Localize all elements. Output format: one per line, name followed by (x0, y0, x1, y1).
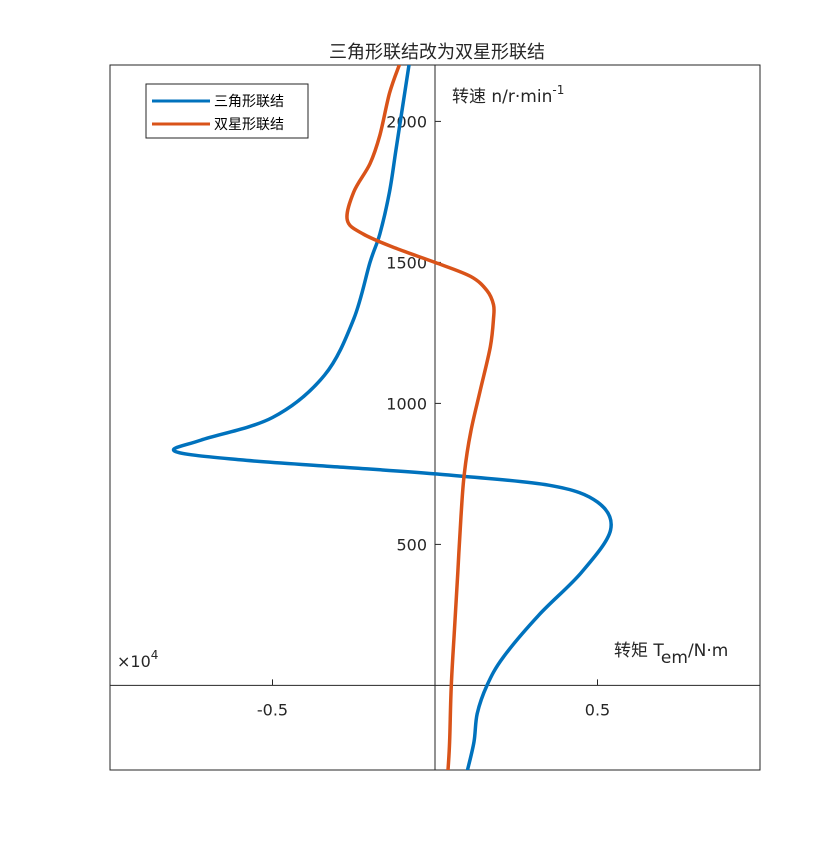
x-multiplier-prefix: ×10 (117, 652, 151, 671)
series-line-2 (345, 65, 496, 770)
x-axis-title-sub: em (661, 648, 688, 668)
chart-title: 三角形联结改为双星形联结 (329, 42, 545, 63)
x-axis-title-main: 转矩 T (614, 641, 664, 661)
y-axis-title-sup: -1 (552, 83, 564, 97)
legend-label-series-2: 双星形联结 (214, 117, 284, 133)
y-tick-label: 1500 (386, 253, 427, 272)
axes-group: -0.5 0.5 500 1000 1500 2000 (110, 65, 760, 770)
x-axis-title: 转矩 Tem/N·m (614, 641, 728, 668)
y-tick-label: 1000 (386, 394, 427, 413)
x-tick-label: 0.5 (585, 700, 610, 719)
legend-box (145, 83, 309, 139)
y-axis-title: 转速 n/r·min-1 (452, 83, 564, 107)
series-layer (171, 65, 613, 770)
legend: 三角形联结 双星形联结 (145, 83, 309, 139)
y-tick-label: 2000 (386, 112, 427, 131)
y-axis-title-main: 转速 n/r·min (452, 87, 552, 107)
x-axis-title-tail: /N·m (688, 641, 728, 661)
x-tick-label: -0.5 (257, 700, 288, 719)
x-axis-multiplier: ×104 (117, 648, 158, 671)
series-line-1 (171, 65, 613, 770)
legend-label-series-1: 三角形联结 (214, 94, 284, 110)
x-multiplier-exp: 4 (151, 648, 159, 662)
y-tick-label: 500 (396, 535, 427, 554)
